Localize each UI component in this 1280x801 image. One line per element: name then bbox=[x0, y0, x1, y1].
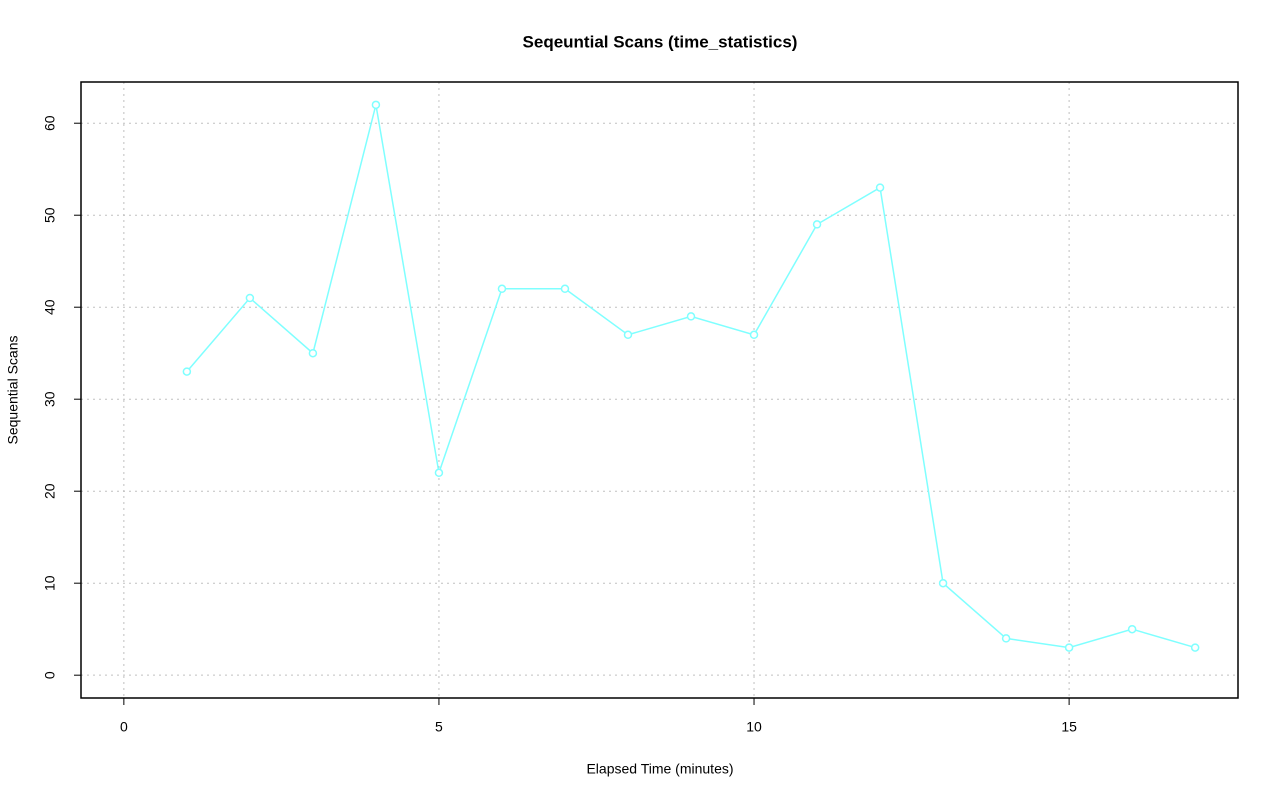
data-point bbox=[812, 220, 822, 229]
data-line bbox=[186, 104, 1196, 649]
y-tick-label: 20 bbox=[42, 483, 58, 499]
data-point bbox=[497, 284, 507, 294]
data-point bbox=[686, 312, 696, 321]
data-point bbox=[371, 100, 381, 110]
data-point bbox=[1190, 643, 1200, 652]
y-tick-label: 40 bbox=[42, 299, 58, 315]
data-point bbox=[308, 348, 318, 358]
x-tick-label: 15 bbox=[1061, 719, 1077, 735]
data-point bbox=[182, 367, 192, 376]
data-point bbox=[245, 293, 255, 303]
data-point bbox=[1064, 643, 1074, 652]
data-point bbox=[623, 330, 633, 340]
y-axis-label: Sequential Scans bbox=[5, 336, 21, 445]
x-axis-label: Elapsed Time (minutes) bbox=[586, 761, 733, 777]
x-tick-label: 0 bbox=[120, 719, 128, 735]
x-tick-label: 10 bbox=[746, 719, 762, 735]
data-point bbox=[875, 183, 885, 192]
y-tick-label: 30 bbox=[42, 391, 58, 407]
data-point bbox=[1001, 634, 1011, 643]
data-point bbox=[560, 284, 570, 294]
x-tick-label: 5 bbox=[435, 719, 443, 735]
chart-title: Seqeuntial Scans (time_statistics) bbox=[523, 32, 798, 51]
data-point bbox=[434, 468, 444, 478]
plot-frame bbox=[80, 81, 1239, 699]
data-point bbox=[749, 330, 759, 340]
y-tick-label: 10 bbox=[42, 575, 58, 591]
data-point bbox=[938, 578, 948, 588]
data-point bbox=[1127, 624, 1137, 634]
y-tick-label: 50 bbox=[42, 207, 58, 223]
y-tick-label: 0 bbox=[42, 671, 58, 679]
y-tick-label: 60 bbox=[42, 115, 58, 131]
